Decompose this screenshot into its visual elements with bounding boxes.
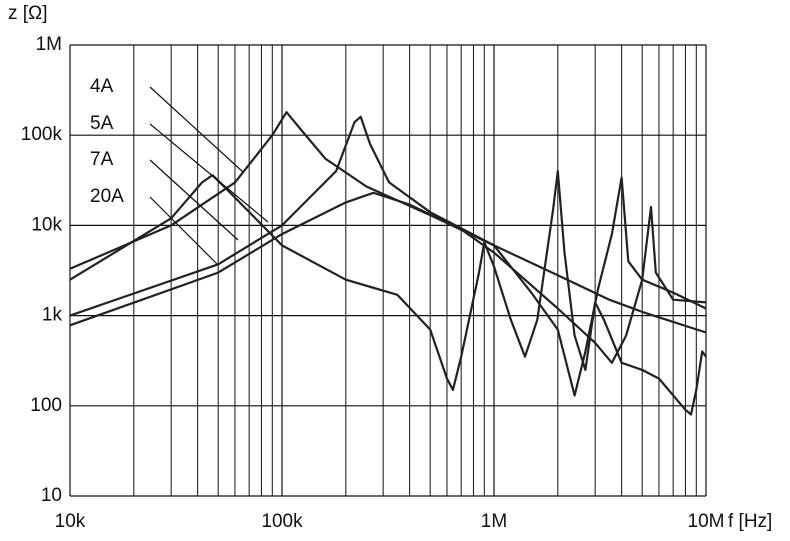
y-tick-label: 100 bbox=[30, 395, 62, 416]
series-label: 20A bbox=[90, 186, 124, 207]
leader-line bbox=[149, 159, 239, 241]
series-label: 4A bbox=[90, 76, 114, 97]
series-line bbox=[69, 115, 707, 397]
series-line bbox=[69, 111, 707, 334]
x-tick-label: 10M bbox=[688, 511, 725, 532]
y-tick-label: 1M bbox=[36, 34, 62, 55]
y-tick-label: 1k bbox=[42, 305, 63, 326]
series-line bbox=[69, 191, 707, 364]
leader-line bbox=[149, 86, 244, 173]
y-tick-label: 10k bbox=[31, 214, 62, 235]
y-axis-label: z [Ω] bbox=[8, 3, 48, 24]
x-tick-label: 1M bbox=[481, 511, 507, 532]
x-tick-label: 10k bbox=[55, 511, 86, 532]
series-line bbox=[69, 170, 707, 416]
leader-line bbox=[149, 123, 269, 223]
leader-line bbox=[149, 196, 219, 266]
x-tick-label: 100k bbox=[261, 511, 303, 532]
x-axis-label: f [Hz] bbox=[728, 511, 772, 532]
series-label: 7A bbox=[90, 149, 114, 170]
y-tick-label: 10 bbox=[41, 485, 62, 506]
series-label: 5A bbox=[90, 113, 114, 134]
y-tick-label: 100k bbox=[21, 124, 63, 145]
